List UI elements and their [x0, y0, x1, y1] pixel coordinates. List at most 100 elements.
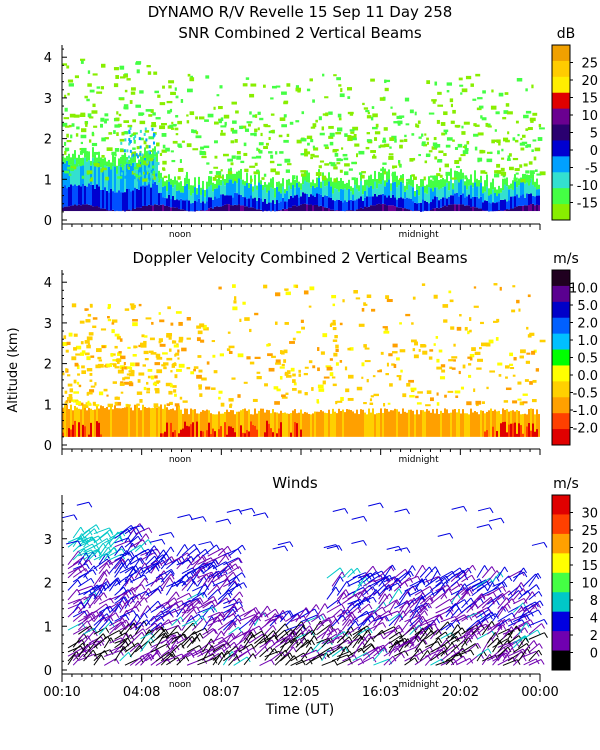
wind-barb — [212, 630, 222, 644]
snr-cell — [394, 171, 396, 182]
wind-barb-flag — [125, 632, 130, 639]
doppler-cell — [474, 351, 481, 356]
snr-cell — [236, 150, 241, 155]
wind-barb — [425, 648, 442, 658]
snr-cell — [477, 97, 483, 100]
colorbar-label: 0 — [590, 144, 598, 159]
snr-cell — [153, 71, 158, 75]
snr-cell — [189, 77, 195, 82]
snr-cell — [250, 207, 252, 212]
snr-cell — [117, 176, 123, 179]
doppler-cell — [438, 414, 440, 437]
snr-cell — [133, 176, 136, 180]
snr-cell — [370, 174, 372, 186]
wind-barb — [93, 633, 104, 644]
snr-cell — [180, 209, 182, 212]
doppler-cell — [485, 342, 491, 347]
doppler-cell — [211, 340, 216, 343]
snr-cell — [62, 156, 64, 162]
snr-cell — [100, 168, 104, 173]
snr-cell — [268, 190, 270, 203]
snr-cell — [440, 179, 442, 189]
wind-barb — [461, 564, 474, 579]
snr-cell — [312, 123, 317, 128]
colorbar-label: 5 — [590, 127, 598, 142]
doppler-cell — [214, 414, 216, 437]
wind-barb — [114, 540, 130, 548]
snr-cell — [98, 151, 100, 162]
wind-barb — [228, 572, 243, 583]
doppler-cell — [325, 365, 332, 368]
wind-barb-flag — [484, 617, 489, 624]
snr-cell — [139, 90, 144, 94]
wind-barb — [78, 577, 92, 588]
snr-cell — [149, 158, 154, 162]
snr-cell — [316, 204, 318, 212]
wind-barb — [264, 608, 276, 618]
wind-barb — [352, 580, 364, 596]
wind-barb-flag — [511, 626, 515, 632]
doppler-cell — [206, 409, 208, 437]
wind-barb — [202, 628, 214, 636]
wind-barb — [171, 616, 182, 627]
snr-cell — [530, 178, 532, 194]
wind-barb-flag — [221, 652, 226, 658]
wind-barb — [93, 592, 105, 605]
snr-cell — [163, 175, 168, 179]
doppler-cell — [532, 379, 537, 383]
doppler-cell — [428, 356, 433, 360]
snr-cell — [330, 162, 336, 167]
snr-cell — [254, 184, 256, 198]
snr-cell — [538, 195, 540, 205]
snr-cell — [182, 200, 184, 210]
wind-barb-flag — [77, 579, 82, 586]
doppler-cell — [100, 328, 107, 331]
snr-cell — [288, 207, 290, 212]
wind-barb — [150, 622, 162, 631]
snr-cell — [390, 106, 393, 109]
doppler-cell — [122, 377, 126, 381]
snr-cell — [116, 192, 118, 211]
snr-cell — [96, 86, 101, 89]
snr-cell — [74, 75, 80, 79]
wind-barb-flag — [123, 596, 128, 603]
doppler-cell — [68, 409, 70, 437]
snr-cell — [320, 194, 322, 206]
snr-cell — [116, 173, 118, 193]
doppler-cell — [380, 351, 384, 355]
doppler-cell — [324, 412, 326, 437]
wind-barb-flag — [415, 646, 420, 653]
snr-cell — [464, 205, 466, 212]
snr-cell — [474, 146, 478, 151]
doppler-cell — [334, 334, 338, 339]
wind-barb — [226, 508, 239, 513]
snr-cell — [502, 116, 507, 120]
wind-barb — [228, 576, 237, 587]
snr-cell — [204, 119, 209, 122]
wind-barb-flag — [500, 517, 505, 524]
wind-barb — [518, 622, 527, 635]
snr-cell — [498, 92, 504, 97]
doppler-cell — [140, 342, 145, 346]
wind-barb — [347, 598, 361, 605]
wind-barb-flag — [501, 582, 506, 588]
snr-cell — [536, 189, 538, 196]
doppler-cell — [119, 382, 125, 386]
doppler-cell — [295, 284, 299, 289]
wind-barb — [140, 632, 152, 640]
snr-cell — [384, 180, 386, 187]
wind-barb — [357, 603, 370, 614]
snr-cell — [296, 194, 298, 207]
doppler-cell — [136, 403, 140, 406]
doppler-cell — [412, 296, 416, 300]
snr-cell — [133, 139, 136, 144]
snr-cell — [348, 210, 350, 212]
doppler-cell — [410, 387, 417, 391]
wind-barb — [337, 650, 351, 658]
snr-cell — [208, 186, 210, 198]
wind-barb — [145, 549, 153, 561]
wind-barb-flag — [82, 566, 87, 572]
snr-cell — [384, 195, 386, 205]
snr-cell — [408, 178, 410, 185]
